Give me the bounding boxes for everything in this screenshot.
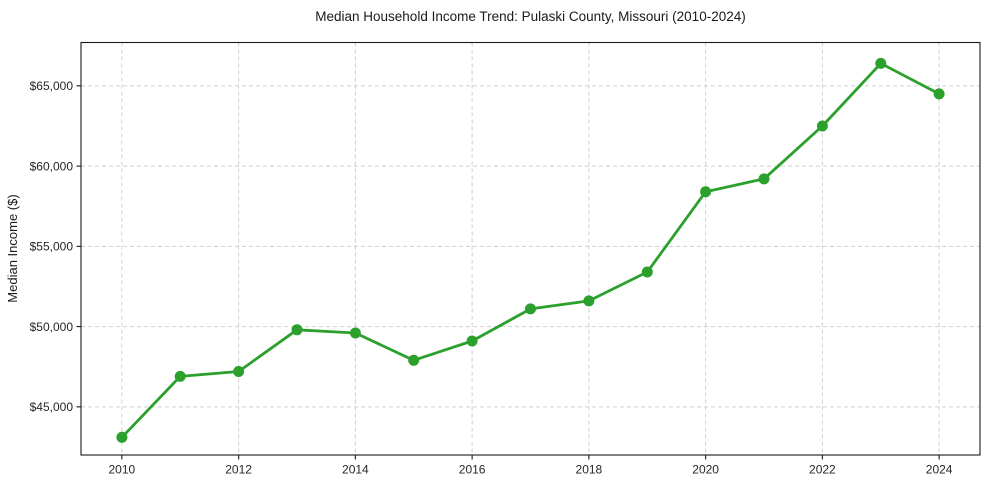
x-tick-label: 2012 [225, 463, 252, 477]
data-point-marker [233, 366, 245, 377]
y-tick-label: $50,000 [30, 320, 74, 334]
x-tick-label: 2022 [809, 463, 836, 477]
x-tick-label: 2016 [459, 463, 486, 477]
data-point-marker [116, 431, 128, 443]
x-tick-label: 2024 [926, 463, 953, 477]
data-point-marker [758, 173, 770, 185]
y-tick-label: $45,000 [30, 400, 74, 414]
data-point-marker [349, 327, 361, 339]
axis-ticks [76, 85, 940, 460]
y-axis-label: Median Income ($) [5, 194, 20, 302]
gridlines [81, 42, 980, 455]
x-tick-label: 2018 [576, 463, 603, 477]
income-line-series [116, 57, 945, 443]
data-point-marker [466, 335, 478, 347]
x-tick-label: 2014 [342, 463, 369, 477]
data-point-marker [641, 266, 653, 278]
data-point-marker [816, 120, 828, 132]
x-tick-label: 2010 [109, 463, 136, 477]
data-point-marker [700, 186, 712, 198]
y-tick-label: $55,000 [30, 240, 74, 254]
data-point-marker [875, 57, 887, 69]
axis-tick-labels: $45,000 $50,000 $55,000 $60,000 $65,000 2010 2… [30, 79, 953, 476]
data-point-marker [933, 88, 945, 100]
data-point-marker [291, 324, 303, 336]
x-tick-label: 2020 [692, 463, 719, 477]
data-point-marker [174, 370, 186, 382]
y-tick-label: $65,000 [30, 79, 74, 93]
chart-title: Median Household Income Trend: Pulaski C… [315, 9, 745, 24]
data-point-marker [583, 295, 595, 307]
data-point-marker [408, 354, 420, 366]
income-trend-line [120, 62, 941, 439]
plot-border [80, 41, 981, 456]
y-tick-label: $60,000 [30, 159, 74, 173]
data-point-marker [525, 303, 536, 315]
